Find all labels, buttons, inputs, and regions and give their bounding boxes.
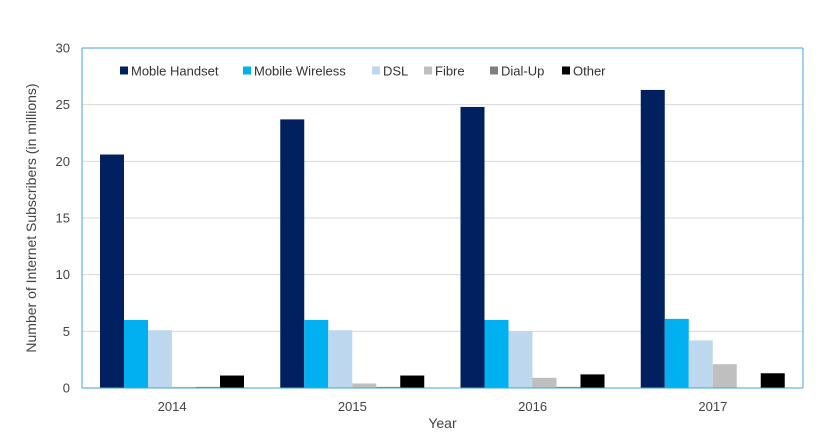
- x-tick-label: 2014: [158, 399, 187, 414]
- gridlines: [82, 47, 803, 332]
- bar-fibre-2015: [352, 383, 377, 388]
- y-axis-title: Number of Internet Subscribers (in milli…: [23, 83, 39, 352]
- legend-swatch: [120, 66, 128, 75]
- bar-dsl-2017: [688, 340, 713, 388]
- bar-moble-handset-2015: [280, 119, 305, 389]
- bar-mobile-wireless-2015: [304, 320, 329, 388]
- x-axis-title: Year: [428, 415, 457, 431]
- bar-other-2014: [220, 375, 244, 388]
- x-tick-label: 2016: [518, 399, 547, 414]
- y-tick-label: 20: [56, 154, 70, 169]
- bar-other-2017: [760, 373, 785, 388]
- x-tick-labels: 2014 2015 2016 2017: [158, 399, 728, 414]
- y-tick-label: 15: [56, 211, 70, 226]
- y-tick-labels: 0 5 10 15 20 25 30: [56, 41, 70, 396]
- bar-mobile-wireless-2017: [664, 318, 689, 388]
- y-tick-label: 25: [56, 97, 70, 112]
- legend-swatch: [562, 66, 570, 75]
- bar-moble-handset-2017: [640, 89, 665, 388]
- x-tick-label: 2017: [698, 399, 727, 414]
- bar-other-2016: [580, 374, 605, 388]
- legend-swatch: [424, 66, 432, 75]
- bars: [100, 89, 785, 389]
- y-tick-label: 10: [56, 267, 70, 282]
- bar-other-2015: [400, 375, 425, 388]
- bar-dial-up-2014: [196, 386, 220, 388]
- bar-moble-handset-2016: [460, 106, 485, 388]
- bar-fibre-2016: [532, 377, 557, 388]
- bar-moble-handset-2014: [100, 154, 124, 388]
- legend-label: DSL: [383, 64, 408, 79]
- bar-dial-up-2015: [376, 386, 401, 388]
- bar-fibre-2014: [172, 386, 196, 388]
- y-tick-label: 0: [63, 381, 70, 396]
- y-tick-label: 5: [63, 324, 70, 339]
- y-tick-label: 30: [56, 41, 70, 56]
- legend-label: Mobile Wireless: [254, 64, 346, 79]
- bar-dial-up-2016: [556, 386, 581, 388]
- legend-swatch: [243, 66, 251, 75]
- legend-swatch: [372, 66, 380, 75]
- bar-mobile-wireless-2016: [484, 320, 509, 388]
- bar-dsl-2015: [328, 330, 353, 388]
- bar-dsl-2016: [508, 331, 533, 388]
- bar-mobile-wireless-2014: [124, 320, 148, 388]
- bar-fibre-2017: [712, 364, 737, 388]
- legend-label: Dial-Up: [501, 64, 544, 79]
- legend: Moble Handset Mobile Wireless DSL Fibre Dial…: [120, 64, 606, 79]
- legend-label: Moble Handset: [131, 64, 219, 79]
- axes: [81, 47, 804, 389]
- legend-label: Fibre: [435, 64, 465, 79]
- legend-label: Other: [573, 64, 606, 79]
- x-tick-label: 2015: [338, 399, 367, 414]
- bar-dsl-2014: [148, 330, 172, 388]
- legend-swatch: [490, 66, 498, 75]
